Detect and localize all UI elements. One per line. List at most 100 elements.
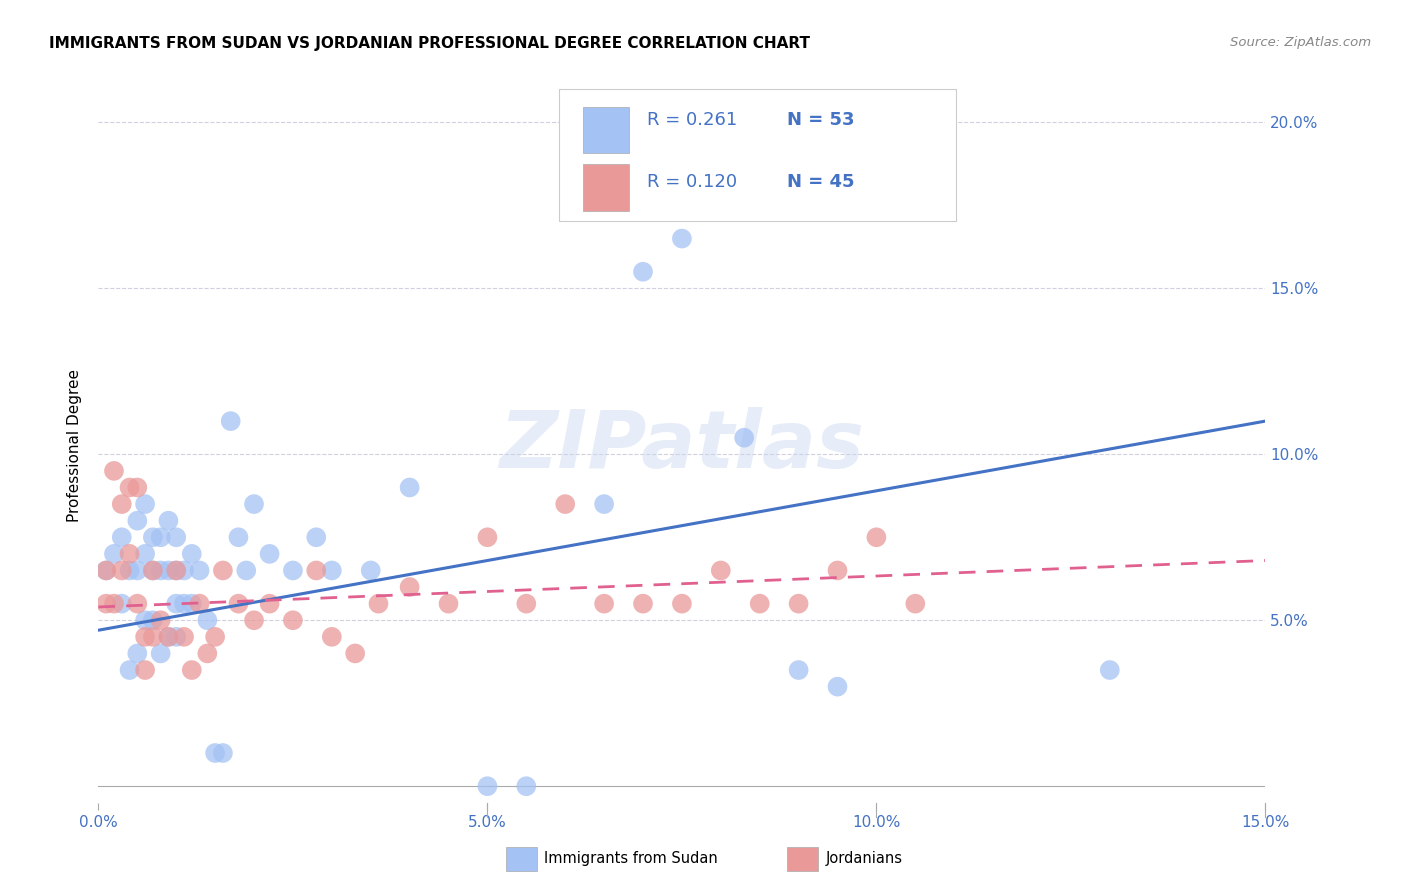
Point bbox=[228, 530, 250, 544]
Point bbox=[173, 564, 195, 578]
Point bbox=[134, 613, 156, 627]
Point bbox=[149, 613, 172, 627]
Text: Source: ZipAtlas.com: Source: ZipAtlas.com bbox=[1230, 36, 1371, 49]
Point bbox=[477, 779, 499, 793]
Point bbox=[103, 547, 125, 561]
Point bbox=[772, 148, 794, 162]
Point bbox=[127, 564, 149, 578]
Point bbox=[259, 547, 281, 561]
Point bbox=[212, 746, 235, 760]
Point bbox=[96, 597, 118, 611]
Point bbox=[118, 663, 141, 677]
Point bbox=[243, 613, 266, 627]
Point bbox=[165, 564, 187, 578]
Point bbox=[165, 530, 187, 544]
Point bbox=[149, 530, 172, 544]
Point bbox=[515, 779, 537, 793]
Point bbox=[188, 564, 211, 578]
Point bbox=[228, 597, 250, 611]
Point bbox=[118, 481, 141, 495]
Point bbox=[398, 580, 420, 594]
Point bbox=[204, 630, 226, 644]
Point bbox=[477, 530, 499, 544]
Point bbox=[515, 597, 537, 611]
Point bbox=[281, 613, 304, 627]
Text: IMMIGRANTS FROM SUDAN VS JORDANIAN PROFESSIONAL DEGREE CORRELATION CHART: IMMIGRANTS FROM SUDAN VS JORDANIAN PROFE… bbox=[49, 36, 810, 51]
Y-axis label: Professional Degree: Professional Degree bbox=[67, 369, 83, 523]
Point bbox=[127, 647, 149, 661]
Point bbox=[593, 497, 616, 511]
Point bbox=[188, 597, 211, 611]
Point bbox=[165, 564, 187, 578]
Point bbox=[149, 647, 172, 661]
Point bbox=[671, 231, 693, 245]
Point bbox=[631, 597, 654, 611]
Point bbox=[321, 630, 343, 644]
Point bbox=[437, 597, 460, 611]
Point bbox=[204, 746, 226, 760]
Point bbox=[321, 564, 343, 578]
Text: Immigrants from Sudan: Immigrants from Sudan bbox=[544, 852, 718, 866]
Point bbox=[827, 564, 849, 578]
Point bbox=[671, 597, 693, 611]
Text: R = 0.261: R = 0.261 bbox=[647, 111, 737, 128]
Point bbox=[127, 597, 149, 611]
Point bbox=[235, 564, 257, 578]
Text: R = 0.120: R = 0.120 bbox=[647, 173, 737, 191]
Point bbox=[367, 597, 389, 611]
Point bbox=[710, 564, 733, 578]
Point bbox=[103, 597, 125, 611]
Point bbox=[149, 564, 172, 578]
Point bbox=[157, 630, 180, 644]
Point bbox=[631, 265, 654, 279]
Point bbox=[787, 597, 810, 611]
Point bbox=[134, 497, 156, 511]
Point bbox=[157, 630, 180, 644]
Point bbox=[281, 564, 304, 578]
Point bbox=[360, 564, 382, 578]
Text: N = 53: N = 53 bbox=[787, 111, 855, 128]
Point bbox=[134, 547, 156, 561]
Point bbox=[165, 597, 187, 611]
Point bbox=[157, 564, 180, 578]
Point bbox=[344, 647, 367, 661]
Point bbox=[733, 431, 755, 445]
Point bbox=[142, 564, 165, 578]
Point bbox=[111, 530, 134, 544]
Point bbox=[1098, 663, 1121, 677]
Point bbox=[827, 680, 849, 694]
Point bbox=[865, 530, 887, 544]
Point bbox=[134, 630, 156, 644]
Point bbox=[212, 564, 235, 578]
Text: Jordanians: Jordanians bbox=[825, 852, 903, 866]
Point bbox=[259, 597, 281, 611]
Point bbox=[219, 414, 242, 428]
Point bbox=[165, 630, 187, 644]
Point bbox=[305, 564, 328, 578]
Point bbox=[195, 613, 218, 627]
Point bbox=[180, 547, 202, 561]
Text: ZIPatlas: ZIPatlas bbox=[499, 407, 865, 485]
Point bbox=[195, 647, 218, 661]
Point bbox=[142, 530, 165, 544]
Point bbox=[904, 597, 927, 611]
FancyBboxPatch shape bbox=[560, 89, 956, 221]
Point bbox=[398, 481, 420, 495]
Point bbox=[173, 597, 195, 611]
Point bbox=[748, 597, 770, 611]
Point bbox=[305, 530, 328, 544]
Point bbox=[180, 597, 202, 611]
Point bbox=[111, 564, 134, 578]
Point bbox=[173, 630, 195, 644]
Bar bbox=[582, 164, 630, 211]
Point bbox=[180, 663, 202, 677]
Point bbox=[134, 663, 156, 677]
Point bbox=[142, 613, 165, 627]
Point bbox=[103, 464, 125, 478]
Point bbox=[142, 630, 165, 644]
Point bbox=[554, 497, 576, 511]
Point bbox=[96, 564, 118, 578]
Point bbox=[157, 514, 180, 528]
Point bbox=[118, 564, 141, 578]
Point bbox=[243, 497, 266, 511]
